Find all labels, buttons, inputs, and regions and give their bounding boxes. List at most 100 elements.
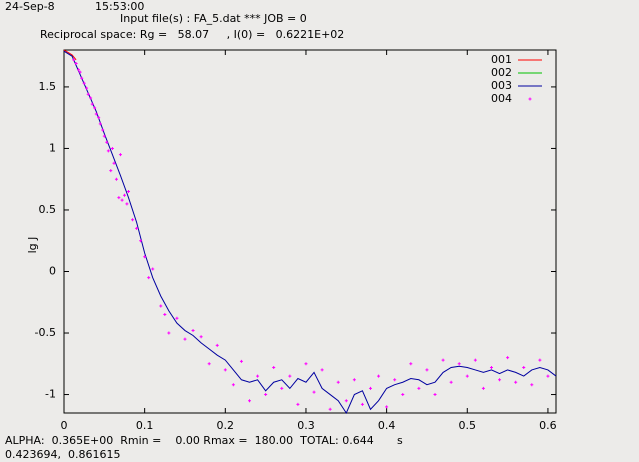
data-point: [125, 202, 129, 206]
data-point: [102, 134, 106, 138]
data-point: [98, 122, 102, 126]
x-tick-label: 0: [61, 419, 68, 432]
data-point: [118, 153, 122, 157]
y-tick-label: -0.5: [35, 326, 56, 339]
data-point: [393, 378, 397, 382]
data-point: [385, 405, 389, 409]
x-tick-label: 0.2: [217, 419, 235, 432]
y-tick-label: -1: [45, 388, 56, 401]
data-point: [441, 358, 445, 362]
data-point: [239, 359, 243, 363]
data-point: [105, 140, 109, 144]
data-point: [89, 96, 93, 100]
data-point: [135, 226, 139, 230]
data-point: [72, 58, 76, 62]
data-point: [159, 304, 163, 308]
data-point: [114, 177, 118, 181]
x-tick-label: 0.3: [297, 419, 315, 432]
data-point: [449, 380, 453, 384]
data-point: [409, 362, 413, 366]
data-point: [401, 393, 405, 397]
data-point: [151, 267, 155, 271]
data-point: [94, 112, 98, 116]
data-point: [117, 196, 121, 200]
data-point: [80, 76, 84, 80]
data-point: [248, 399, 252, 403]
data-point: [530, 383, 534, 387]
legend-label: 002: [491, 66, 512, 79]
data-point: [109, 169, 113, 173]
footer: ALPHA: 0.365E+00 Rmin = 0.00 Rmax = 180.…: [5, 434, 374, 447]
data-point: [215, 343, 219, 347]
data-point: [175, 316, 179, 320]
line-series: [63, 50, 557, 415]
data-point: [433, 393, 437, 397]
legend-label: 001: [491, 53, 512, 66]
data-point: [77, 68, 81, 72]
data-point: [352, 378, 356, 382]
data-point: [368, 386, 372, 390]
data-point: [336, 380, 340, 384]
data-point: [143, 255, 147, 259]
data-point: [522, 365, 526, 369]
data-point: [86, 92, 90, 96]
x-tick-label: 0.4: [378, 419, 396, 432]
legend-label: 004: [491, 92, 512, 105]
data-point: [106, 149, 110, 153]
line-series: [63, 49, 77, 61]
data-point: [328, 407, 332, 411]
data-point: [514, 380, 518, 384]
data-point: [101, 128, 105, 132]
data-point: [147, 276, 151, 280]
data-point: [546, 374, 550, 378]
data-point: [272, 365, 276, 369]
data-point: [417, 386, 421, 390]
data-point: [489, 365, 493, 369]
data-point: [425, 368, 429, 372]
date: 24-Sep-8: [5, 0, 55, 13]
data-point: [183, 337, 187, 341]
plot-frame: [63, 49, 557, 414]
y-tick-label: 1: [49, 141, 56, 154]
data-point: [506, 356, 510, 360]
time: 15:53:00: [95, 0, 144, 13]
data-point: [231, 383, 235, 387]
x-tick-label: 0.1: [136, 419, 154, 432]
data-point: [74, 62, 78, 66]
data-point: [538, 358, 542, 362]
legend-label: 003: [491, 79, 512, 92]
data-point: [320, 368, 324, 372]
data-point: [481, 386, 485, 390]
data-point: [127, 190, 131, 194]
data-point: [191, 329, 195, 333]
y-tick-label: 0.5: [39, 203, 57, 216]
data-point: [82, 81, 86, 85]
data-point: [97, 116, 101, 120]
y-tick-label: 1.5: [39, 80, 57, 93]
y-tick-label: 0: [49, 264, 56, 277]
data-point: [90, 102, 94, 106]
data-point: [377, 374, 381, 378]
coordinates: 0.423694, 0.861615: [5, 448, 120, 461]
y-axis-label: lg J: [26, 237, 39, 254]
data-point: [163, 313, 167, 317]
data-point: [256, 374, 260, 378]
data-point: [280, 386, 284, 390]
x-tick-label: 0.6: [539, 419, 557, 432]
data-point: [85, 86, 89, 90]
data-point: [360, 402, 364, 406]
data-point: [167, 331, 171, 335]
data-point: [473, 358, 477, 362]
legend-swatch: [528, 97, 532, 101]
data-point: [131, 218, 135, 222]
data-point: [120, 198, 124, 202]
x-tick-label: 0.5: [459, 419, 477, 432]
data-point: [110, 146, 114, 150]
chart-subtitle: Reciprocal space: Rg = 58.07 , I(0) = 0.…: [40, 28, 344, 41]
data-point: [312, 390, 316, 394]
data-point: [93, 106, 97, 110]
chart-title: Input file(s) : FA_5.dat *** JOB = 0: [120, 12, 307, 25]
data-point: [304, 362, 308, 366]
